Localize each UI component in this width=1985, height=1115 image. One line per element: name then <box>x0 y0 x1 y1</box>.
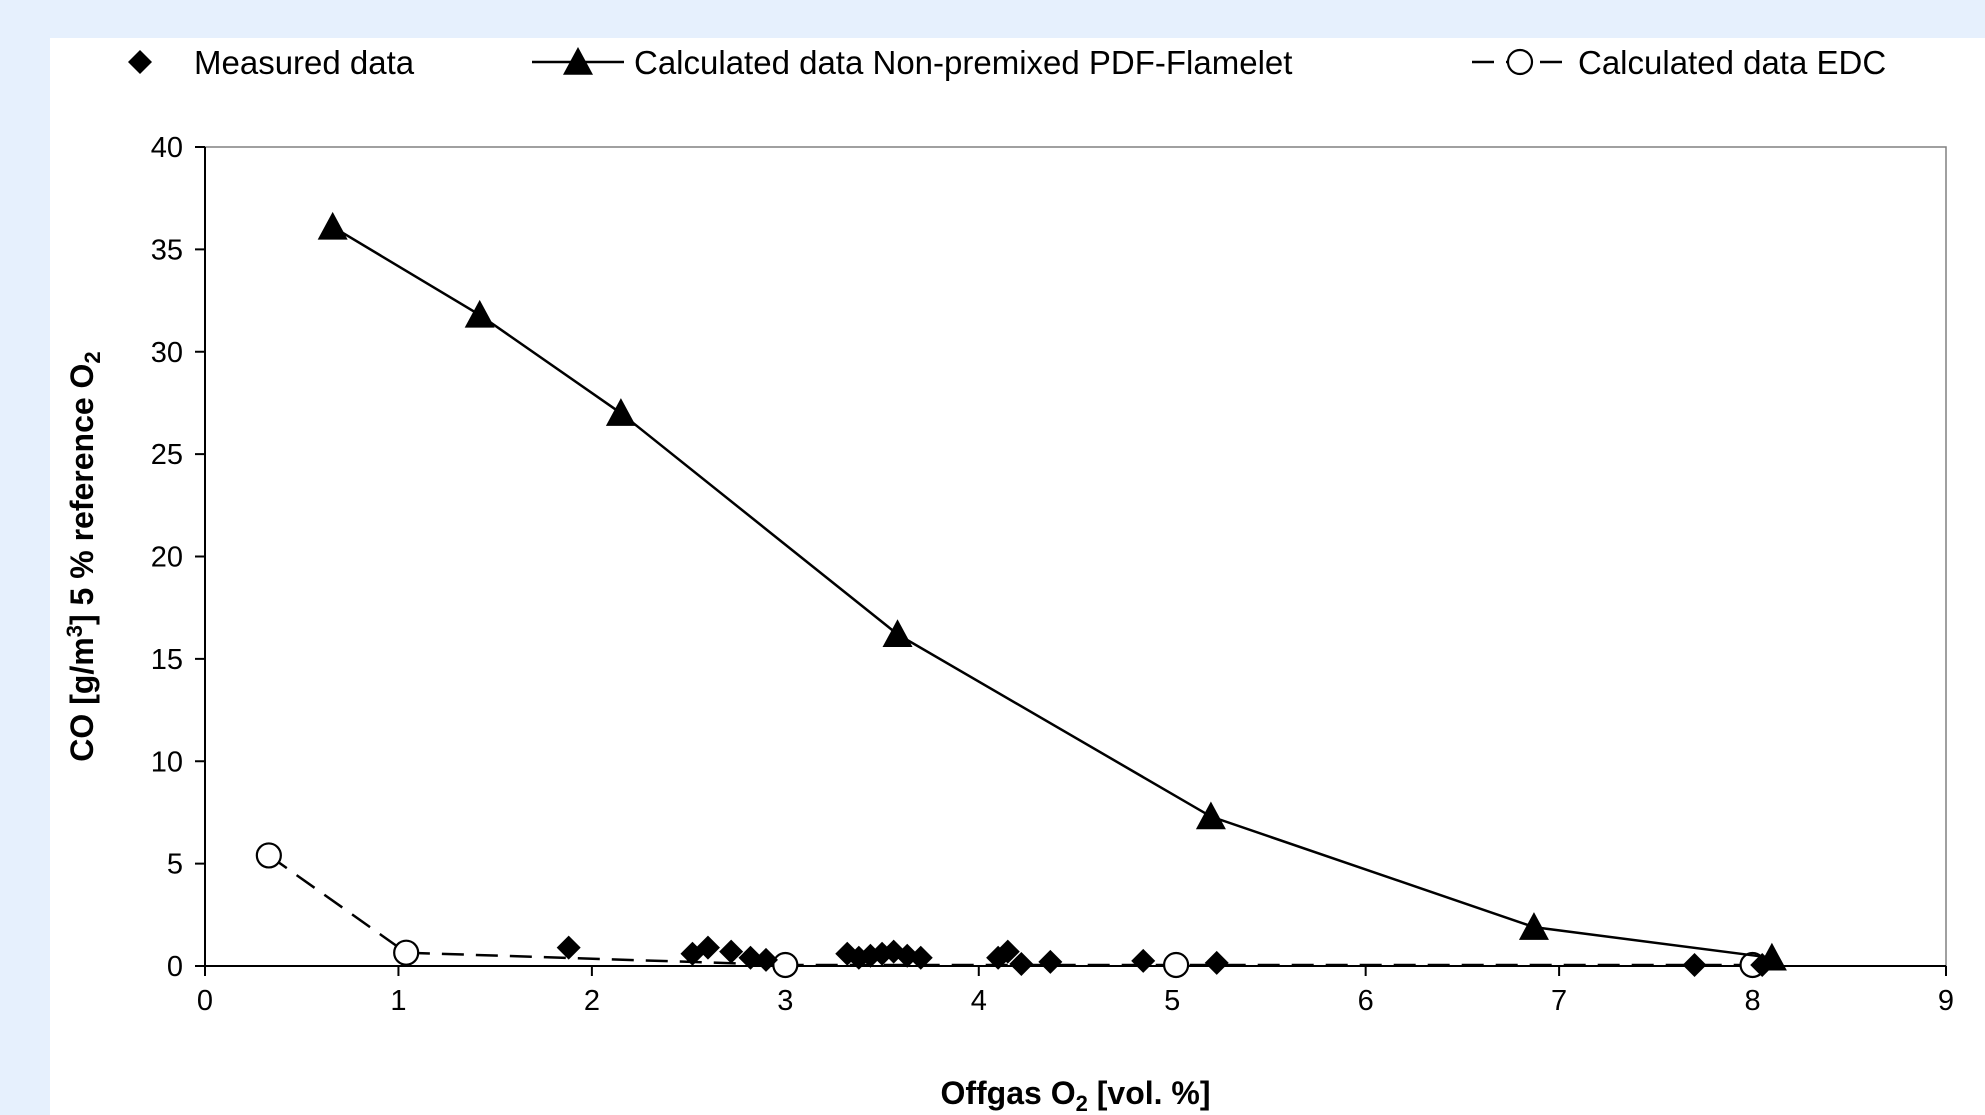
data-point-triangle <box>1195 801 1226 830</box>
legend-marker-circle-open <box>1506 48 1534 76</box>
x-tick-label: 0 <box>197 985 213 1017</box>
data-point-triangle <box>317 211 348 240</box>
x-tick-label: 9 <box>1938 985 1954 1017</box>
data-point-diamond <box>556 935 581 960</box>
y-tick-label: 40 <box>151 132 183 164</box>
y-axis-title-subscript: 2 <box>80 351 105 363</box>
x-tick-label: 3 <box>777 985 793 1017</box>
legend-label: Calculated data Non-premixed PDF-Flamele… <box>634 44 1292 81</box>
x-tick-label: 1 <box>390 985 406 1017</box>
axes: 0 1 2 3 4 5 6 7 8 9 0 5 10 15 20 25 30 35 40 <box>151 132 1954 1017</box>
y-axis-title-superscript: 3 <box>62 625 87 637</box>
x-axis-title-subscript: 2 <box>1076 1091 1088 1115</box>
data-point-circle-open <box>393 939 420 966</box>
x-tick-label: 6 <box>1358 985 1374 1017</box>
data-point-diamond <box>1009 951 1034 976</box>
y-tick-label: 15 <box>151 644 183 676</box>
series-line-triangle <box>332 225 1773 960</box>
legend-item-diamond: Measured data <box>128 44 415 81</box>
y-tick-label: 20 <box>151 542 183 574</box>
y-tick-label: 0 <box>167 951 183 983</box>
x-tick-label: 5 <box>1164 985 1180 1017</box>
data-point-triangle <box>605 398 636 426</box>
legend-item-circle-open: Calculated data EDC <box>1472 44 1886 81</box>
data-point-diamond <box>738 945 763 970</box>
y-tick-label: 10 <box>151 746 183 778</box>
chart-svg: Measured data Calculated data Non-premixe… <box>62 44 1954 1115</box>
series-diamond <box>556 935 1775 977</box>
x-tick-label: 2 <box>584 985 600 1017</box>
x-axis-title: Offgas O2 [vol. %] <box>940 1075 1210 1115</box>
data-point-triangle <box>1518 912 1549 940</box>
data-point-diamond <box>1750 952 1775 977</box>
data-point-diamond <box>1204 950 1229 975</box>
plot-area <box>204 146 1947 967</box>
data-point-diamond <box>695 935 720 960</box>
data-point-diamond <box>1038 949 1063 974</box>
x-axis-title-main: Offgas O <box>940 1075 1075 1111</box>
chart-panel: Measured data Calculated data Non-premixe… <box>50 38 1985 1115</box>
x-tick-label: 7 <box>1551 985 1567 1017</box>
x-axis-title-unit: [vol. %] <box>1088 1075 1211 1111</box>
legend-label: Calculated data EDC <box>1578 44 1886 81</box>
data-point-diamond <box>908 945 933 970</box>
x-tick-label: 8 <box>1744 985 1760 1017</box>
y-axis-title-rest: ] 5 % reference O <box>64 364 100 625</box>
data-point-diamond <box>1131 948 1156 973</box>
y-tick-label: 30 <box>151 337 183 369</box>
legend: Measured data Calculated data Non-premixe… <box>128 44 1886 81</box>
legend-item-triangle: Calculated data Non-premixed PDF-Flamele… <box>532 44 1292 81</box>
legend-marker-triangle <box>563 47 593 75</box>
data-point-circle-open <box>1162 951 1190 979</box>
y-axis-title-main: CO [g/m <box>64 637 100 761</box>
data-point-circle-open <box>772 951 799 979</box>
data-point-diamond <box>1682 952 1707 977</box>
data-point-diamond <box>995 939 1020 964</box>
data-point-circle-open <box>255 842 282 869</box>
y-tick-label: 35 <box>151 234 183 266</box>
data-point-triangle <box>464 299 495 328</box>
x-tick-label: 4 <box>971 985 987 1017</box>
series-layer <box>255 211 1787 979</box>
y-tick-label: 25 <box>151 439 183 471</box>
legend-marker-diamond <box>128 50 152 74</box>
y-tick-label: 5 <box>167 849 183 881</box>
data-point-diamond <box>719 939 744 964</box>
legend-label: Measured data <box>194 44 415 81</box>
data-point-diamond <box>753 947 778 972</box>
data-point-triangle <box>882 619 913 648</box>
series-triangle <box>317 211 1787 971</box>
y-axis-title: CO [g/m3] 5 % reference O2 <box>62 351 105 761</box>
